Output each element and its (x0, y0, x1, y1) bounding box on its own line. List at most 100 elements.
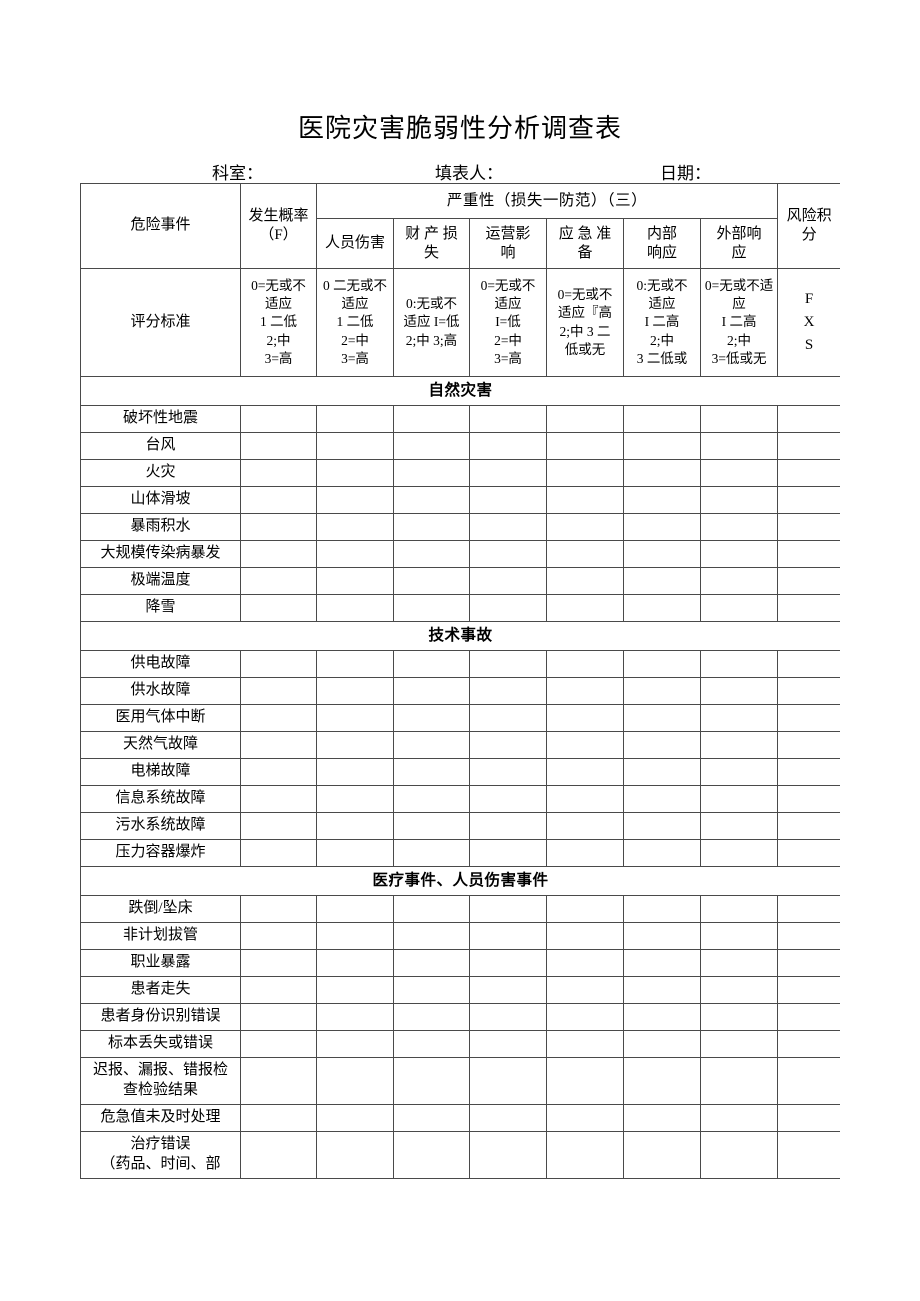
score-cell-personal-injury[interactable] (316, 459, 394, 487)
score-cell-property-loss[interactable] (393, 513, 470, 541)
score-cell-risk-score[interactable] (777, 1057, 840, 1105)
score-cell-probability[interactable] (240, 677, 317, 705)
score-cell-emergency-preparedness[interactable] (546, 1104, 624, 1132)
score-cell-external-response[interactable] (699, 540, 779, 568)
score-cell-external-response[interactable] (699, 567, 779, 595)
score-cell-property-loss[interactable] (393, 895, 470, 923)
score-cell-operation-impact[interactable] (469, 922, 547, 950)
score-cell-risk-score[interactable] (777, 594, 840, 622)
score-cell-probability[interactable] (240, 758, 317, 786)
score-cell-probability[interactable] (240, 839, 317, 867)
score-cell-internal-response[interactable] (623, 895, 701, 923)
score-cell-personal-injury[interactable] (316, 567, 394, 595)
score-cell-risk-score[interactable] (777, 895, 840, 923)
score-cell-internal-response[interactable] (623, 405, 701, 433)
score-cell-external-response[interactable] (699, 677, 779, 705)
score-cell-emergency-preparedness[interactable] (546, 785, 624, 813)
score-cell-emergency-preparedness[interactable] (546, 513, 624, 541)
score-cell-emergency-preparedness[interactable] (546, 976, 624, 1004)
score-cell-probability[interactable] (240, 976, 317, 1004)
score-cell-personal-injury[interactable] (316, 949, 394, 977)
score-cell-external-response[interactable] (699, 594, 779, 622)
score-cell-personal-injury[interactable] (316, 486, 394, 514)
score-cell-personal-injury[interactable] (316, 677, 394, 705)
score-cell-probability[interactable] (240, 785, 317, 813)
score-cell-probability[interactable] (240, 1131, 317, 1179)
score-cell-personal-injury[interactable] (316, 540, 394, 568)
score-cell-property-loss[interactable] (393, 567, 470, 595)
score-cell-internal-response[interactable] (623, 677, 701, 705)
score-cell-operation-impact[interactable] (469, 405, 547, 433)
score-cell-internal-response[interactable] (623, 812, 701, 840)
score-cell-external-response[interactable] (699, 785, 779, 813)
score-cell-probability[interactable] (240, 704, 317, 732)
score-cell-external-response[interactable] (699, 1030, 779, 1058)
score-cell-emergency-preparedness[interactable] (546, 1003, 624, 1031)
score-cell-risk-score[interactable] (777, 1030, 840, 1058)
score-cell-risk-score[interactable] (777, 650, 840, 678)
score-cell-probability[interactable] (240, 650, 317, 678)
score-cell-property-loss[interactable] (393, 459, 470, 487)
score-cell-personal-injury[interactable] (316, 405, 394, 433)
score-cell-property-loss[interactable] (393, 486, 470, 514)
score-cell-probability[interactable] (240, 922, 317, 950)
score-cell-property-loss[interactable] (393, 540, 470, 568)
score-cell-external-response[interactable] (699, 1104, 779, 1132)
score-cell-probability[interactable] (240, 513, 317, 541)
score-cell-emergency-preparedness[interactable] (546, 650, 624, 678)
score-cell-operation-impact[interactable] (469, 594, 547, 622)
score-cell-operation-impact[interactable] (469, 731, 547, 759)
score-cell-internal-response[interactable] (623, 432, 701, 460)
score-cell-probability[interactable] (240, 594, 317, 622)
score-cell-internal-response[interactable] (623, 758, 701, 786)
score-cell-property-loss[interactable] (393, 704, 470, 732)
score-cell-risk-score[interactable] (777, 1104, 840, 1132)
score-cell-operation-impact[interactable] (469, 650, 547, 678)
score-cell-operation-impact[interactable] (469, 839, 547, 867)
score-cell-internal-response[interactable] (623, 731, 701, 759)
score-cell-internal-response[interactable] (623, 594, 701, 622)
score-cell-external-response[interactable] (699, 731, 779, 759)
score-cell-property-loss[interactable] (393, 731, 470, 759)
score-cell-probability[interactable] (240, 567, 317, 595)
score-cell-risk-score[interactable] (777, 785, 840, 813)
score-cell-probability[interactable] (240, 895, 317, 923)
score-cell-external-response[interactable] (699, 895, 779, 923)
score-cell-risk-score[interactable] (777, 432, 840, 460)
score-cell-operation-impact[interactable] (469, 758, 547, 786)
score-cell-probability[interactable] (240, 459, 317, 487)
score-cell-emergency-preparedness[interactable] (546, 895, 624, 923)
score-cell-risk-score[interactable] (777, 758, 840, 786)
score-cell-probability[interactable] (240, 1057, 317, 1105)
score-cell-risk-score[interactable] (777, 1131, 840, 1179)
score-cell-emergency-preparedness[interactable] (546, 949, 624, 977)
score-cell-emergency-preparedness[interactable] (546, 677, 624, 705)
score-cell-property-loss[interactable] (393, 405, 470, 433)
score-cell-internal-response[interactable] (623, 486, 701, 514)
score-cell-personal-injury[interactable] (316, 594, 394, 622)
score-cell-operation-impact[interactable] (469, 1104, 547, 1132)
score-cell-operation-impact[interactable] (469, 486, 547, 514)
score-cell-risk-score[interactable] (777, 839, 840, 867)
score-cell-probability[interactable] (240, 540, 317, 568)
score-cell-risk-score[interactable] (777, 540, 840, 568)
score-cell-property-loss[interactable] (393, 1104, 470, 1132)
score-cell-emergency-preparedness[interactable] (546, 594, 624, 622)
score-cell-risk-score[interactable] (777, 704, 840, 732)
score-cell-external-response[interactable] (699, 432, 779, 460)
score-cell-risk-score[interactable] (777, 513, 840, 541)
score-cell-emergency-preparedness[interactable] (546, 922, 624, 950)
score-cell-operation-impact[interactable] (469, 1057, 547, 1105)
score-cell-internal-response[interactable] (623, 949, 701, 977)
score-cell-external-response[interactable] (699, 459, 779, 487)
score-cell-risk-score[interactable] (777, 1003, 840, 1031)
score-cell-property-loss[interactable] (393, 594, 470, 622)
score-cell-personal-injury[interactable] (316, 731, 394, 759)
score-cell-external-response[interactable] (699, 758, 779, 786)
score-cell-probability[interactable] (240, 812, 317, 840)
score-cell-operation-impact[interactable] (469, 1003, 547, 1031)
score-cell-property-loss[interactable] (393, 1030, 470, 1058)
score-cell-emergency-preparedness[interactable] (546, 704, 624, 732)
score-cell-internal-response[interactable] (623, 1003, 701, 1031)
score-cell-property-loss[interactable] (393, 839, 470, 867)
